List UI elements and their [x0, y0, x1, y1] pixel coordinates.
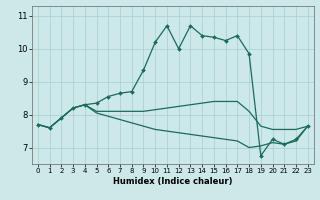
X-axis label: Humidex (Indice chaleur): Humidex (Indice chaleur) [113, 177, 233, 186]
